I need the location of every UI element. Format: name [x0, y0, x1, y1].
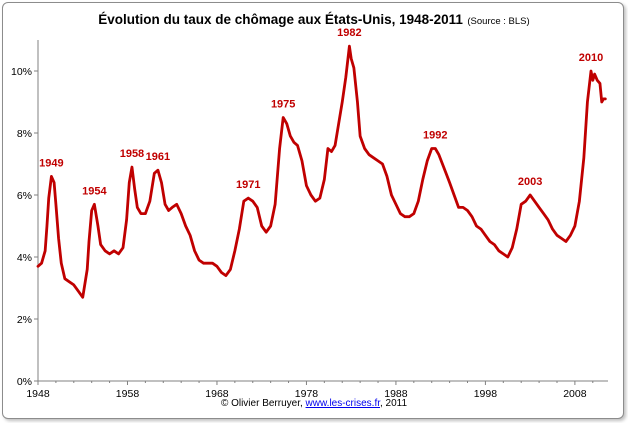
peak-label: 1961: [146, 151, 170, 163]
x-tick-label: 1988: [384, 388, 408, 400]
x-tick-label: 1968: [205, 388, 229, 400]
peak-label: 2010: [579, 52, 603, 64]
x-tick-label: 2008: [563, 388, 587, 400]
peak-label: 1958: [120, 148, 144, 160]
credit-suffix: , 2011: [380, 398, 408, 409]
chart-title: Évolution du taux de chômage aux États-U…: [0, 11, 628, 29]
chart-source-note: (Source : BLS): [467, 16, 530, 27]
credit-line: © Olivier Berruyer, www.les-crises.fr, 2…: [0, 398, 628, 409]
peak-label: 2003: [518, 176, 542, 188]
peak-label: 1992: [423, 130, 447, 142]
peak-label: 1949: [39, 157, 63, 169]
credit-prefix: © Olivier Berruyer,: [220, 398, 306, 409]
unemployment-rate-line: [36, 44, 607, 299]
peak-label: 1954: [82, 185, 107, 197]
y-tick-label: 0%: [17, 376, 32, 388]
y-tick-label: 8%: [17, 128, 32, 140]
peak-label: 1971: [236, 179, 260, 191]
chart-title-text: Évolution du taux de chômage aux États-U…: [98, 12, 463, 27]
x-tick-label: 1948: [26, 388, 50, 400]
y-tick-label: 4%: [17, 252, 32, 264]
x-tick-label: 1998: [474, 388, 498, 400]
y-tick-label: 6%: [17, 190, 32, 202]
peak-label: 1975: [271, 99, 295, 111]
x-tick-label: 1958: [116, 388, 140, 400]
y-tick-label: 2%: [17, 314, 32, 326]
x-tick-label: 1978: [295, 388, 319, 400]
peak-label: 1982: [337, 27, 361, 39]
credit-link[interactable]: www.les-crises.fr: [305, 398, 380, 409]
y-tick-label: 10%: [11, 66, 32, 78]
